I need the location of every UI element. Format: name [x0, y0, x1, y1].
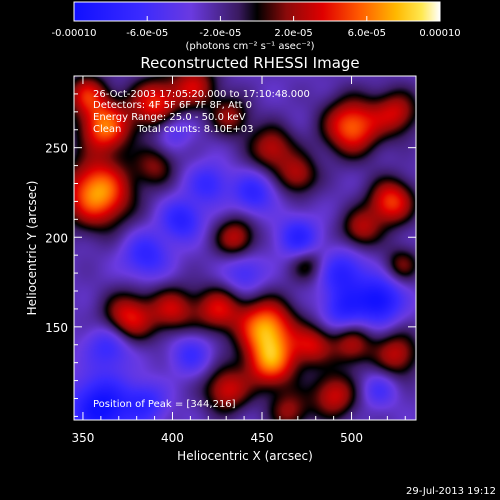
colorbar-tick-label: -0.00010	[52, 28, 97, 39]
footer-date-stamp: 29-Jul-2013 19:12	[406, 486, 496, 497]
colorbar-ticks: -0.00010 -6.0e-05 -2.0e-05 2.0e-05 6.0e-05 0.…	[52, 16, 461, 39]
colorbar-tick-label: 6.0e-05	[348, 28, 386, 39]
y-axis: 150 200 250	[45, 75, 416, 417]
heatmap-container	[74, 76, 416, 420]
heatmap-image	[74, 76, 416, 420]
y-tick-label: 200	[45, 231, 68, 245]
annotation-detectors: Detectors: 4F 5F 6F 7F 8F, Att 0	[93, 100, 252, 111]
x-axis: 350 400 450 500	[71, 76, 406, 445]
y-tick-label: 150	[45, 321, 68, 335]
x-tick-label: 450	[251, 431, 274, 445]
annotation-method-counts: Clean Total counts: 8.10E+03	[93, 124, 253, 135]
x-axis-label: Heliocentric X (arcsec)	[177, 449, 313, 463]
y-axis-label: Heliocentric Y (arcsec)	[25, 181, 39, 316]
annotation-peak: Position of Peak = [344,216]	[93, 399, 236, 410]
colorbar	[73, 1, 441, 22]
colorbar-units-label: (photons cm⁻² s⁻¹ asec⁻²)	[185, 41, 314, 52]
colorbar-tick-label: 2.0e-05	[274, 28, 312, 39]
x-tick-label: 350	[71, 431, 94, 445]
x-tick-label: 500	[340, 431, 363, 445]
annotation-energy: Energy Range: 25.0 - 50.0 keV	[93, 112, 246, 123]
y-tick-label: 250	[45, 142, 68, 156]
colorbar-tick-label: 0.00010	[419, 28, 460, 39]
plot-frame	[73, 75, 417, 421]
chart-title: Reconstructed RHESSI Image	[140, 54, 359, 72]
x-tick-label: 400	[161, 431, 184, 445]
annotation-time-range: 26-Oct-2003 17:05:20.000 to 17:10:48.000	[93, 89, 310, 100]
colorbar-tick-label: -2.0e-05	[199, 28, 241, 39]
colorbar-tick-label: -6.0e-05	[126, 28, 168, 39]
